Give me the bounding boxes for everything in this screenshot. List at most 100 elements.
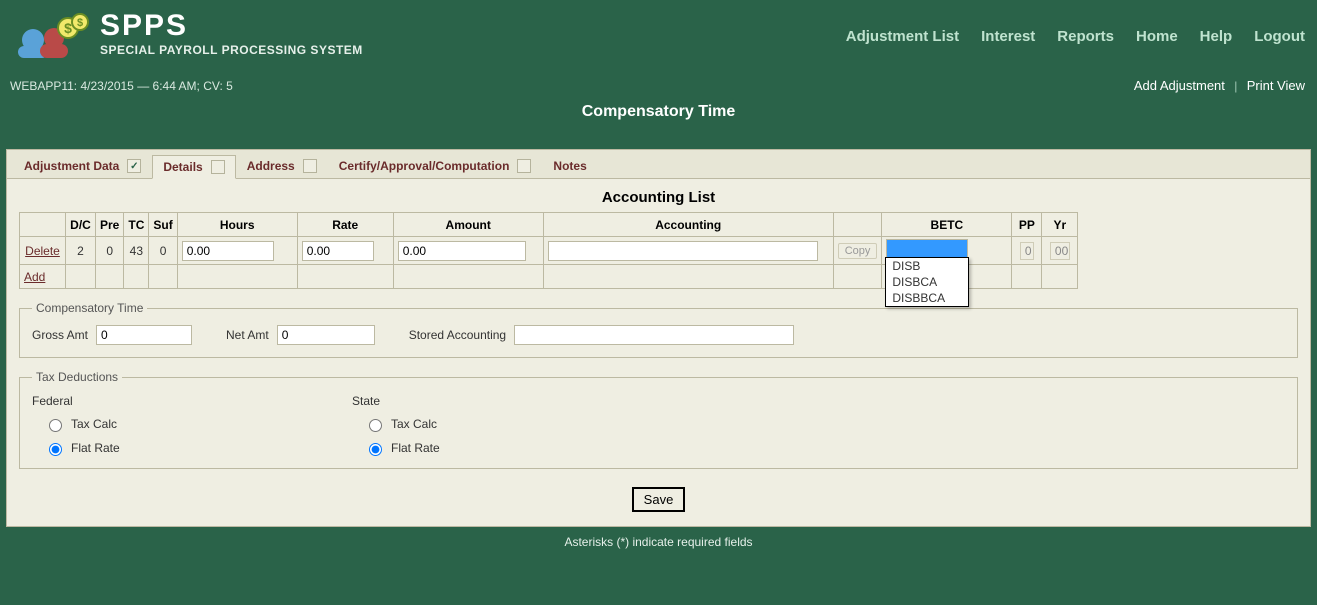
tab-label: Adjustment Data <box>24 159 119 173</box>
opt-label: Tax Calc <box>71 417 117 431</box>
delete-link[interactable]: Delete <box>25 244 60 258</box>
col-pre: Pre <box>96 213 124 237</box>
nav-adjustment-list[interactable]: Adjustment List <box>846 28 959 45</box>
accounting-list-title: Accounting List <box>19 189 1298 206</box>
col-copy <box>833 213 882 237</box>
opt-label: Flat Rate <box>71 441 120 455</box>
tax-state-col: State Tax Calc Flat Rate <box>352 394 612 456</box>
svg-text:$: $ <box>64 20 72 36</box>
cell-pre: 0 <box>96 237 124 265</box>
content-outer: Adjustment Data ✓ Details Address Certif… <box>0 149 1317 527</box>
federal-header: Federal <box>32 394 292 408</box>
pp-cell: 0 <box>1020 242 1034 260</box>
betc-dropdown: DISB DISBCA DISBBCA <box>885 257 969 307</box>
col-hours: Hours <box>177 213 297 237</box>
accounting-table: D/C Pre TC Suf Hours Rate Amount Account… <box>19 212 1078 289</box>
save-button[interactable]: Save <box>632 487 686 512</box>
nav-interest[interactable]: Interest <box>981 28 1035 45</box>
federal-taxcalc-radio[interactable] <box>49 419 62 432</box>
check-icon <box>211 160 225 174</box>
action-links: Add Adjustment | Print View <box>1134 78 1305 93</box>
tab-details[interactable]: Details <box>152 155 235 179</box>
top-nav: Adjustment List Interest Reports Home He… <box>846 28 1305 45</box>
table-header-row: D/C Pre TC Suf Hours Rate Amount Account… <box>20 213 1078 237</box>
copy-button[interactable]: Copy <box>838 243 878 259</box>
col-pp: PP <box>1012 213 1042 237</box>
net-amt-input[interactable] <box>277 325 375 345</box>
check-icon <box>303 159 317 173</box>
tab-label: Address <box>247 159 295 173</box>
federal-flatrate-radio[interactable] <box>49 443 62 456</box>
tax-legend: Tax Deductions <box>32 370 122 384</box>
cell-tc: 43 <box>124 237 149 265</box>
check-icon: ✓ <box>127 159 141 173</box>
tab-label: Details <box>163 160 202 174</box>
people-money-icon: $ $ <box>12 8 90 60</box>
col-betc: BETC <box>882 213 1012 237</box>
brand-name: SPPS <box>100 11 363 41</box>
amount-input[interactable] <box>398 241 526 261</box>
logo-text: SPPS SPECIAL PAYROLL PROCESSING SYSTEM <box>100 11 363 57</box>
col-suf: Suf <box>149 213 177 237</box>
comp-time-row: Gross Amt Net Amt Stored Accounting <box>32 325 1285 345</box>
state-taxcalc-radio[interactable] <box>369 419 382 432</box>
add-link[interactable]: Add <box>24 270 45 284</box>
stored-accounting-label: Stored Accounting <box>409 328 506 342</box>
nav-reports[interactable]: Reports <box>1057 28 1114 45</box>
save-wrap: Save <box>19 487 1298 512</box>
tab-address[interactable]: Address <box>236 154 328 178</box>
accounting-input[interactable] <box>548 241 818 261</box>
tax-columns: Federal Tax Calc Flat Rate State Tax Cal… <box>32 394 1285 456</box>
sep: | <box>1234 79 1237 93</box>
col-rate: Rate <box>297 213 393 237</box>
hours-input[interactable] <box>182 241 274 261</box>
comp-time-legend: Compensatory Time <box>32 301 147 315</box>
footer-note: Asterisks (*) indicate required fields <box>0 527 1317 559</box>
nav-home[interactable]: Home <box>1136 28 1178 45</box>
cell-suf: 0 <box>149 237 177 265</box>
rate-input[interactable] <box>302 241 374 261</box>
tab-certify[interactable]: Certify/Approval/Computation <box>328 154 543 178</box>
gross-amt-label: Gross Amt <box>32 328 88 342</box>
betc-select-wrap: DISB DISBCA DISBBCA <box>886 239 968 262</box>
page-title: Compensatory Time <box>0 99 1317 149</box>
opt-label: Tax Calc <box>391 417 437 431</box>
col-tc: TC <box>124 213 149 237</box>
nav-logout[interactable]: Logout <box>1254 28 1305 45</box>
tab-label: Certify/Approval/Computation <box>339 159 510 173</box>
betc-option[interactable]: DISBCA <box>886 274 968 290</box>
tab-notes[interactable]: Notes <box>542 154 597 178</box>
brand-tagline: SPECIAL PAYROLL PROCESSING SYSTEM <box>100 43 363 57</box>
col-amount: Amount <box>393 213 543 237</box>
print-view-link[interactable]: Print View <box>1247 78 1305 93</box>
tab-strip: Adjustment Data ✓ Details Address Certif… <box>6 149 1311 178</box>
col-accounting: Accounting <box>543 213 833 237</box>
tax-fieldset: Tax Deductions Federal Tax Calc Flat Rat… <box>19 370 1298 469</box>
opt-label: Flat Rate <box>391 441 440 455</box>
stored-accounting-input[interactable] <box>514 325 794 345</box>
nav-help[interactable]: Help <box>1200 28 1233 45</box>
svg-text:$: $ <box>77 17 83 29</box>
betc-option[interactable]: DISBBCA <box>886 290 968 306</box>
status-text: WEBAPP11: 4/23/2015 — 6:44 AM; CV: 5 <box>10 79 233 93</box>
yr-cell: 00 <box>1050 242 1070 260</box>
net-amt-label: Net Amt <box>226 328 269 342</box>
tab-adjustment-data[interactable]: Adjustment Data ✓ <box>13 154 152 178</box>
check-icon <box>517 159 531 173</box>
cell-dc: 2 <box>66 237 96 265</box>
state-flatrate-radio[interactable] <box>369 443 382 456</box>
table-row: Delete 2 0 43 0 Copy DISB DISBCA DIS <box>20 237 1078 265</box>
tab-label: Notes <box>553 159 586 173</box>
col-blank <box>20 213 66 237</box>
betc-option[interactable]: DISB <box>886 258 968 274</box>
gross-amt-input[interactable] <box>96 325 192 345</box>
betc-select[interactable] <box>886 239 968 259</box>
col-yr: Yr <box>1042 213 1078 237</box>
tax-federal-col: Federal Tax Calc Flat Rate <box>32 394 292 456</box>
col-dc: D/C <box>66 213 96 237</box>
app-header: $ $ SPPS SPECIAL PAYROLL PROCESSING SYST… <box>0 0 1317 78</box>
add-adjustment-link[interactable]: Add Adjustment <box>1134 78 1225 93</box>
comp-time-fieldset: Compensatory Time Gross Amt Net Amt Stor… <box>19 301 1298 358</box>
status-bar: WEBAPP11: 4/23/2015 — 6:44 AM; CV: 5 Add… <box>0 78 1317 99</box>
content-panel: Accounting List D/C Pre TC Suf Hours Rat… <box>6 178 1311 527</box>
